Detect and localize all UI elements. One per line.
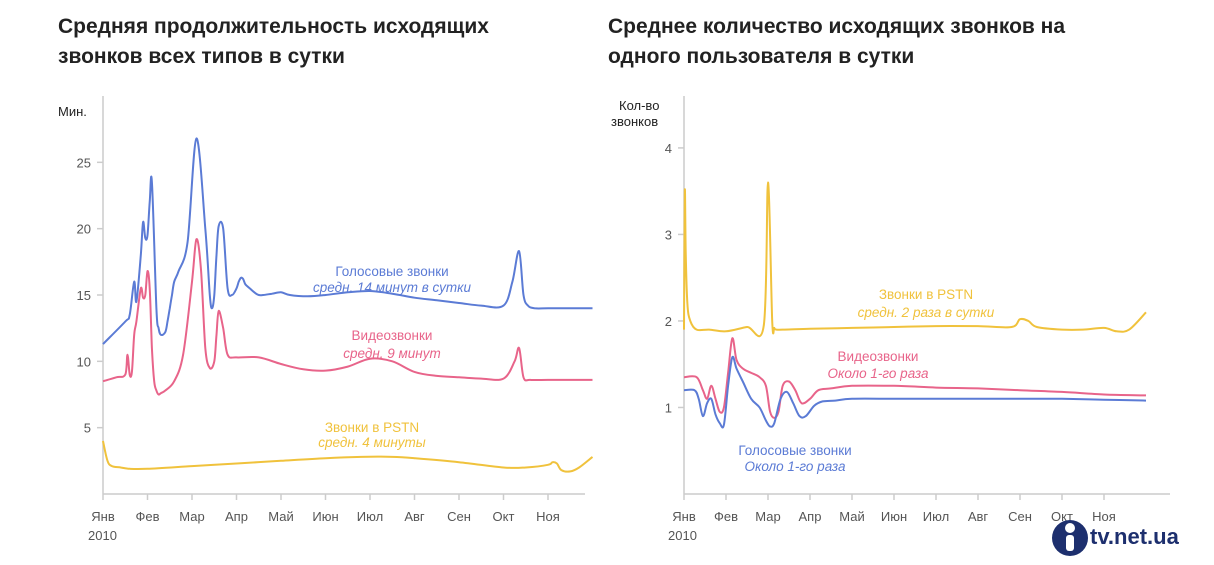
tv-net-ua-logo: tv.net.ua: [1050, 516, 1210, 560]
x-tick-label-left: Фев: [135, 509, 159, 524]
series-line-pstn-left: [102, 440, 594, 473]
annotation-name-pstn-left: Звонки в PSTN: [325, 420, 419, 435]
annotation-note-video-right: Около 1-го раза: [827, 366, 929, 381]
year-label-right: 2010: [668, 528, 697, 543]
x-tick-label-right: Фев: [714, 509, 738, 524]
chart-title-left: Средняя продолжительность исходящих звон…: [58, 15, 489, 68]
series-line-video-left: [102, 238, 593, 396]
y-tick-label-left: 15: [77, 288, 91, 303]
x-tick-label-left: Янв: [91, 509, 115, 524]
series-line-pstn-right: [683, 181, 1147, 338]
x-tick-label-left: Авг: [404, 509, 425, 524]
series-line-voice-right: [683, 355, 1147, 429]
y-unit-label-right-line1: Кол-во: [619, 98, 659, 113]
x-tick-label-right: Янв: [672, 509, 696, 524]
x-tick-label-left: Мар: [179, 509, 204, 524]
logo-text: tv.net.ua: [1090, 524, 1179, 549]
y-tick-label-right: 3: [665, 227, 672, 242]
annotation-name-voice-right: Голосовые звонки: [738, 443, 851, 458]
y-tick-label-left: 20: [77, 222, 91, 237]
y-tick-label-right: 2: [665, 314, 672, 329]
x-tick-label-left: Апр: [225, 509, 248, 524]
y-tick-label-right: 4: [665, 141, 672, 156]
x-tick-label-left: Ноя: [536, 509, 560, 524]
x-tick-label-right: Май: [839, 509, 864, 524]
year-label-left: 2010: [88, 528, 117, 543]
x-tick-label-left: Июн: [312, 509, 338, 524]
y-unit-label-right-line2: звонков: [611, 114, 658, 129]
x-tick-label-left: Май: [268, 509, 293, 524]
x-tick-label-right: Ноя: [1092, 509, 1116, 524]
y-unit-label-left: Мин.: [58, 104, 87, 119]
y-tick-label-left: 10: [77, 354, 91, 369]
annotation-note-pstn-left: средн. 4 минуты: [318, 435, 425, 450]
x-tick-label-right: Авг: [968, 509, 989, 524]
x-tick-label-right: Июн: [881, 509, 907, 524]
series-line-video-right: [683, 337, 1147, 419]
annotation-note-voice-right: Около 1-го раза: [744, 459, 846, 474]
logo-icon: [1052, 520, 1088, 556]
y-tick-label-left: 25: [77, 155, 91, 170]
x-tick-label-left: Сен: [447, 509, 471, 524]
annotation-name-video-left: Видеозвонки: [352, 328, 433, 343]
annotation-name-voice-left: Голосовые звонки: [335, 264, 448, 279]
chart-title-right: Среднее количество исходящих звонков на …: [608, 15, 1066, 68]
annotation-note-voice-left: средн. 14 минут в сутки: [313, 280, 471, 295]
x-tick-label-right: Мар: [755, 509, 780, 524]
annotation-note-pstn-right: средн. 2 раза в сутки: [858, 305, 995, 320]
y-tick-label-left: 5: [84, 421, 91, 436]
x-tick-label-right: Июл: [923, 509, 949, 524]
x-tick-label-right: Сен: [1008, 509, 1032, 524]
x-tick-label-right: Апр: [799, 509, 822, 524]
annotation-name-video-right: Видеозвонки: [838, 349, 919, 364]
y-tick-label-right: 1: [665, 400, 672, 415]
annotation-note-video-left: средн. 9 минут: [343, 346, 440, 361]
series-line-voice-left: [102, 137, 593, 345]
x-tick-label-left: Окт: [493, 509, 515, 524]
x-tick-label-left: Июл: [357, 509, 383, 524]
annotation-name-pstn-right: Звонки в PSTN: [879, 287, 973, 302]
